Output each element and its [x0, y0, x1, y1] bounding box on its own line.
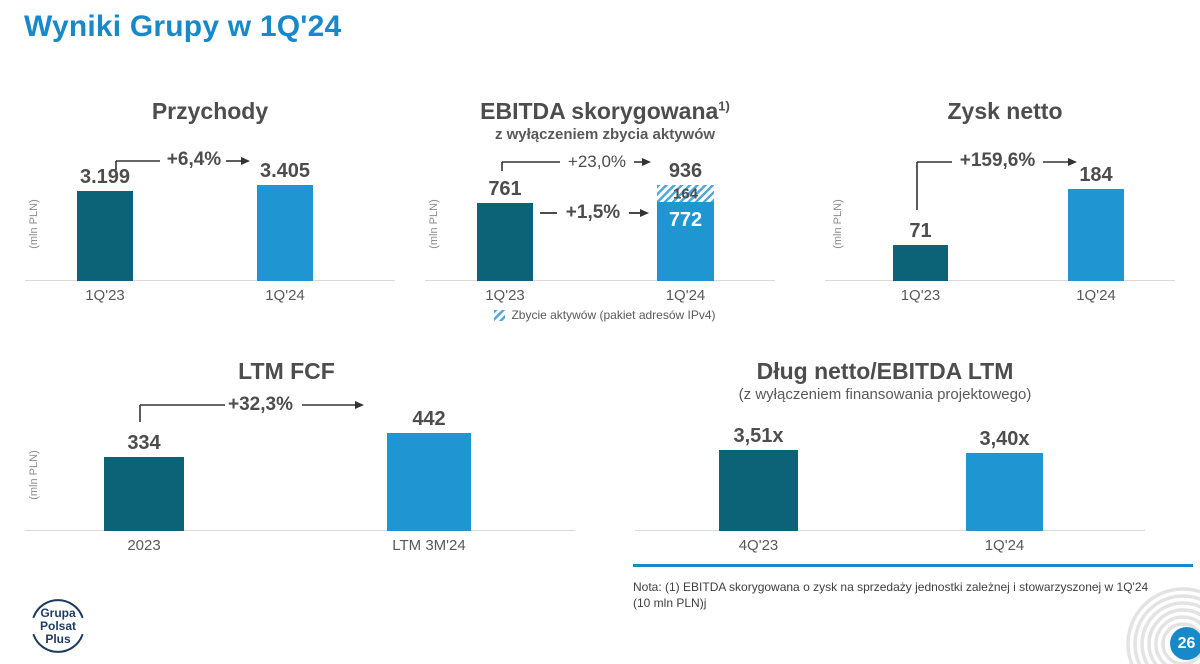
- x-category-label: LTM 3M'24: [392, 537, 466, 554]
- bar-2023: 334 2023: [104, 432, 184, 554]
- bar-value-label: 334: [127, 432, 161, 454]
- bar-value-label: 3.199: [79, 166, 131, 188]
- bar-value-label: 761: [488, 178, 522, 200]
- change-percent-label: +159,6%: [959, 150, 1036, 171]
- bar-value-label: 71: [909, 220, 932, 242]
- bar-segment: [719, 450, 798, 531]
- bar-segment: [104, 457, 184, 531]
- chart-dlug-netto-ebitda: Dług netto/EBITDA LTM (z wyłączeniem fin…: [630, 355, 1190, 565]
- bar-value-label: 3,40x: [979, 428, 1030, 450]
- bar-segment: [77, 191, 133, 281]
- x-category-label: 1Q'23: [900, 287, 941, 304]
- footer-divider-line: [633, 564, 1193, 567]
- bar-1q24: 3.405 1Q'24: [257, 160, 313, 304]
- x-category-label: 1Q'24: [665, 287, 706, 304]
- bar-1q23: 3.199 1Q'23: [77, 166, 133, 304]
- chart-subtitle: z wyłączeniem zbycia aktywów: [494, 126, 716, 143]
- x-category-label: 1Q'24: [984, 537, 1025, 554]
- chart-legend: Zbycie aktywów (pakiet adresów IPv4): [420, 308, 790, 322]
- page-number-badge: 26: [1170, 627, 1200, 660]
- x-category-label: 1Q'24: [265, 287, 305, 304]
- bar-segment-ebitda: 772: [657, 202, 714, 281]
- legend-label: Zbycie aktywów (pakiet adresów IPv4): [511, 308, 716, 322]
- x-axis-line: [635, 530, 1145, 531]
- chart-title: EBITDA skorygowana1): [420, 98, 790, 125]
- bar-segment: [387, 433, 471, 531]
- logo-text-line2: Polsat: [40, 619, 76, 633]
- x-category-label: 4Q'23: [738, 537, 779, 554]
- bar-total-label: 936: [668, 160, 703, 182]
- bar-segment: [257, 185, 313, 281]
- logo-text-line1: Grupa: [40, 606, 76, 620]
- chart-ltm-fcf: LTM FCF (mln PLN) 334 2023 442 LTM 3M'24…: [20, 355, 590, 565]
- logo-text-line3: Plus: [45, 632, 71, 646]
- grupa-polsat-plus-logo: Grupa Polsat Plus: [32, 599, 84, 653]
- chart-zysk-netto: Zysk netto (mln PLN) 71 1Q'23 184 1Q'24 …: [820, 95, 1190, 335]
- bar-segment: [1068, 189, 1124, 281]
- x-axis-line: [825, 280, 1175, 281]
- bar-segment: [893, 245, 948, 281]
- bar-segment-zbycie-aktywow: 164: [657, 185, 714, 202]
- logo-top-arc: [32, 599, 84, 619]
- bar-segment: [966, 453, 1043, 531]
- x-axis-line: [425, 280, 775, 281]
- page-title: Wyniki Grupy w 1Q'24: [24, 10, 342, 43]
- bar-1q23: 761 1Q'23: [477, 178, 533, 304]
- chart-title: Przychody: [151, 98, 269, 124]
- x-category-label: 1Q'23: [85, 287, 125, 304]
- x-category-label: 2023: [127, 537, 161, 554]
- hatch-legend-swatch: [494, 309, 506, 321]
- chart-title: Dług netto/EBITDA LTM: [756, 358, 1014, 384]
- bar-1q24: 184 1Q'24: [1068, 164, 1124, 304]
- segment-value-label: 772: [668, 209, 703, 231]
- x-axis-line: [25, 280, 395, 281]
- bar-value-label: 3.405: [259, 160, 311, 182]
- footnote-marker: 1): [718, 98, 730, 114]
- footnote-text: Nota: (1) EBITDA skorygowana o zysk na s…: [633, 580, 1149, 610]
- change-percent-label: +23,0%: [567, 152, 627, 171]
- segment-value-label: 164: [672, 185, 699, 202]
- bar-4q23: 3,51x 4Q'23: [719, 425, 798, 554]
- ripple-circles-graphic: [1126, 587, 1200, 664]
- bar-1q24-stacked: 936 164 772 1Q'24: [657, 160, 714, 304]
- x-category-label: 1Q'24: [1076, 287, 1116, 304]
- chart-title: LTM FCF: [238, 358, 335, 384]
- bar-1q23: 71 1Q'23: [893, 220, 948, 304]
- bar-value-label: 184: [1079, 164, 1113, 186]
- chart-ebitda-skorygowana: EBITDA skorygowana1) z wyłączeniem zbyci…: [420, 95, 790, 335]
- bar-1q24: 3,40x 1Q'24: [966, 428, 1043, 554]
- logo-bottom-arc: [32, 633, 84, 653]
- chart-przychody: Przychody (mln PLN) 3.199 1Q'23 3.405 1Q…: [20, 95, 400, 335]
- chart-title: Zysk netto: [947, 98, 1063, 124]
- change-percent-label: +32,3%: [228, 394, 293, 415]
- x-axis-line: [25, 530, 575, 531]
- bar-value-label: 442: [412, 408, 446, 430]
- bar-segment: [477, 203, 533, 281]
- change-percent-label: +1,5%: [565, 202, 621, 223]
- bar-ltm-3m24: 442 LTM 3M'24: [387, 408, 471, 554]
- x-category-label: 1Q'23: [485, 287, 525, 304]
- chart-title-text: EBITDA skorygowana: [480, 98, 719, 124]
- change-percent-label: +6,4%: [166, 149, 222, 170]
- bar-value-label: 3,51x: [733, 425, 784, 447]
- chart-subtitle: (z wyłączeniem finansowania projektowego…: [738, 386, 1032, 403]
